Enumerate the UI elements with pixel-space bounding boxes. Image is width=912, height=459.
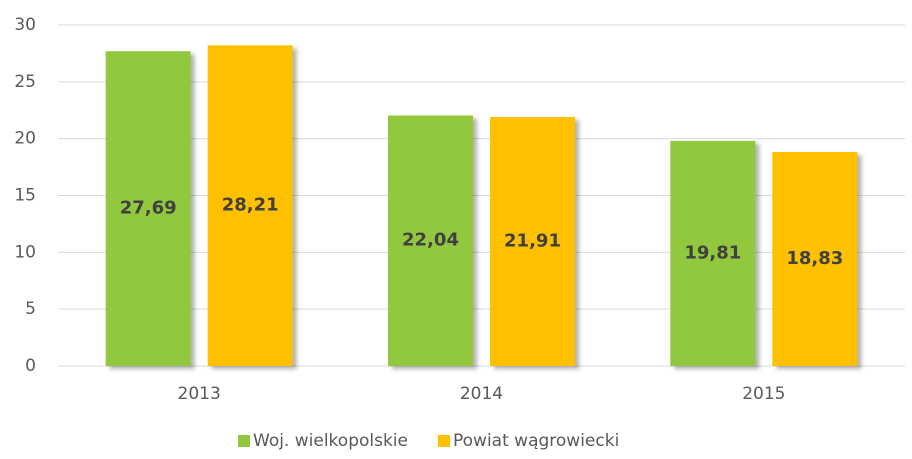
y-tick-label: 15: [14, 186, 36, 206]
bar: [490, 116, 575, 367]
y-tick-label: 5: [25, 299, 36, 319]
y-tick-label: 20: [14, 129, 36, 149]
y-tick-label: 0: [25, 356, 36, 376]
x-tick-label: 2014: [460, 384, 503, 404]
value-label: 21,91: [504, 230, 561, 251]
bar: [207, 45, 293, 366]
bar: [670, 140, 756, 366]
value-label: 18,83: [786, 248, 843, 269]
value-label: 19,81: [684, 242, 741, 263]
value-label: 27,69: [120, 198, 177, 219]
y-tick-label: 10: [14, 242, 36, 262]
x-tick-label: 2015: [742, 384, 785, 404]
bar: [772, 151, 858, 366]
legend-swatch: [238, 435, 250, 447]
y-tick-label: 30: [14, 15, 36, 35]
legend-label: Woj. wielkopolskie: [253, 431, 408, 451]
value-label: 22,04: [402, 230, 459, 251]
legend-label: Powiat wągrowiecki: [453, 431, 619, 451]
y-tick-label: 25: [14, 72, 36, 92]
value-label: 28,21: [222, 195, 279, 216]
bar: [388, 115, 473, 366]
x-tick-label: 2013: [178, 384, 221, 404]
legend-swatch: [438, 435, 450, 447]
bar: [105, 51, 191, 367]
